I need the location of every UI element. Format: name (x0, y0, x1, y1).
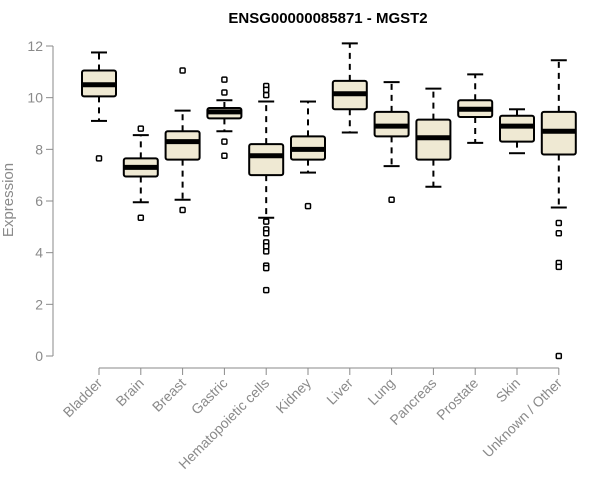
box-liver (331, 42, 368, 134)
box-hematopoietic-cells (248, 82, 285, 294)
y-tick-label: 12 (27, 38, 43, 54)
box-body (499, 114, 535, 143)
outlier-point (262, 91, 270, 99)
y-tick-label: 8 (35, 141, 43, 157)
axes: 0 2 4 6 8 10 12 (27, 38, 560, 375)
outlier-point (137, 125, 145, 132)
x-tick-label: Brain (112, 375, 146, 409)
y-tick-label: 6 (35, 193, 43, 209)
outlier-point (137, 214, 145, 222)
box-unknown-other (540, 59, 577, 360)
box-prostate (457, 73, 494, 144)
x-tick-label: Bladder (60, 375, 106, 421)
outlier-point (262, 242, 270, 250)
x-tick-label: Prostate (433, 375, 481, 423)
outlier-point (262, 264, 270, 272)
outlier-point (95, 155, 103, 162)
x-tick-label: Liver (323, 375, 356, 408)
box-pancreas (415, 87, 452, 188)
box-breast (164, 67, 201, 214)
outlier-point (179, 67, 186, 74)
outlier-point (262, 248, 270, 255)
outlier-point (262, 86, 270, 94)
box-lung (373, 81, 410, 203)
x-tick-label: Skin (493, 375, 524, 406)
box-bladder (81, 51, 117, 162)
y-tick-label: 4 (35, 245, 43, 261)
chart-title: ENSG00000085871 - MGST2 (228, 10, 427, 27)
outlier-point (221, 138, 228, 145)
outlier-point (555, 219, 563, 227)
y-tick-label: 2 (35, 296, 43, 312)
y-tick-label: 0 (35, 348, 43, 364)
outlier-point (221, 152, 228, 160)
box-brain (122, 125, 159, 222)
outlier-point (555, 263, 563, 271)
outlier-point (388, 196, 395, 203)
x-tick-label: Unknown / Other (479, 375, 565, 461)
x-tick-label: Lung (364, 375, 397, 408)
outlier-point (262, 230, 270, 237)
y-axis-label: Expression (0, 163, 17, 237)
box-body (164, 130, 201, 161)
box-series (81, 42, 577, 360)
box-body (248, 143, 285, 177)
box-skin (499, 108, 535, 155)
outlier-point (304, 202, 312, 210)
box-kidney (290, 100, 326, 210)
outlier-point (262, 286, 270, 294)
box-gastric (206, 76, 243, 160)
outlier-point (262, 218, 270, 225)
outlier-point (221, 76, 228, 83)
y-tick-label: 10 (27, 90, 43, 106)
x-tick-label: Breast (149, 375, 189, 415)
outlier-point (555, 230, 563, 237)
outlier-point (555, 352, 563, 360)
outlier-point (221, 89, 228, 96)
x-tick-label: Kidney (273, 375, 315, 417)
outlier-point (179, 206, 186, 214)
